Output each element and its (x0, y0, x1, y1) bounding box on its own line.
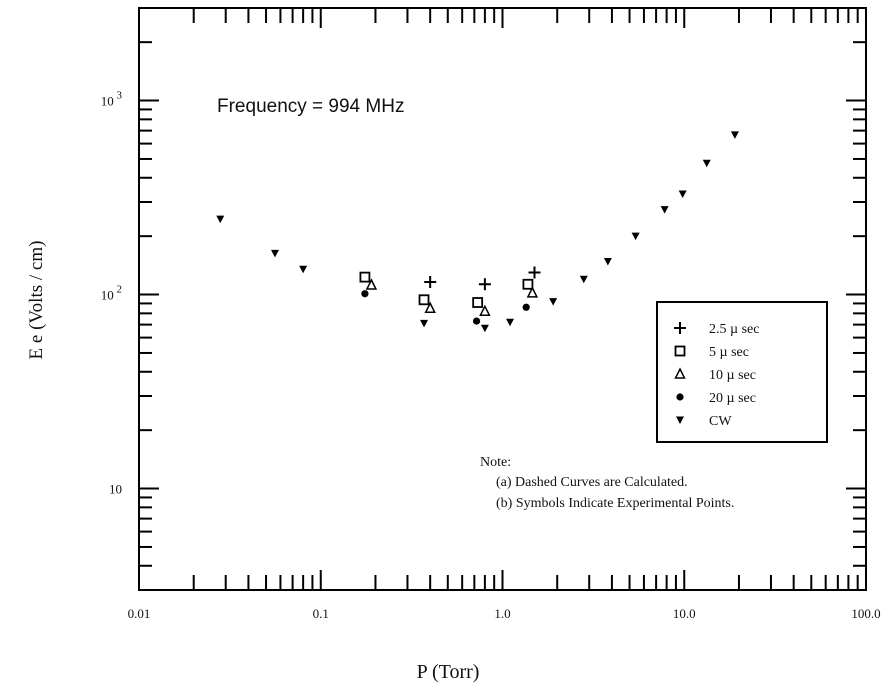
legend-marker-triangle (674, 367, 686, 379)
point-plus (528, 266, 541, 279)
point-tri-down (579, 275, 588, 284)
legend-label: 2.5 µ sec (709, 322, 759, 337)
point-triangle (526, 286, 539, 298)
point-tri-down (730, 131, 739, 139)
axis-ticks (139, 7, 866, 591)
legend-label: 20 µ sec (709, 391, 756, 406)
legend-marker-plus (674, 322, 686, 334)
data-points (216, 131, 739, 333)
legend-label: 10 µ sec (709, 368, 756, 383)
point-tri-down (299, 265, 308, 274)
point-tri-down (506, 318, 515, 327)
point-square (522, 278, 534, 290)
y-axis-label: E e (Volts / cm) (26, 241, 47, 360)
x-tick-labels: 0.01 0.1 1.0 10.0 100.0 (128, 606, 881, 621)
point-tri-down (420, 319, 429, 328)
notes-line-b: (b) Symbols Indicate Experimental Points… (496, 496, 734, 511)
x-axis-label: P (Torr) (417, 661, 480, 683)
x-tick-label: 1.0 (494, 606, 510, 621)
legend: 2.5 µ sec 5 µ sec 10 µ sec 20 µ sec CW (656, 301, 828, 443)
plot-frame (138, 7, 867, 591)
x-tick-label: 0.1 (313, 606, 329, 621)
point-triangle (479, 304, 491, 317)
notes: Note: (a) Dashed Curves are Calculated. … (480, 455, 734, 511)
annotation-frequency: Frequency = 994 MHz (217, 96, 404, 117)
point-tri-down (660, 206, 669, 214)
point-tri-down (631, 232, 640, 241)
point-square (359, 271, 371, 283)
point-plus (424, 276, 437, 289)
x-tick-label: 0.01 (128, 606, 151, 621)
notes-heading: Note: (480, 455, 511, 470)
legend-label: CW (709, 414, 732, 429)
point-tri-down (702, 159, 711, 168)
y-tick-label: 10 (109, 482, 122, 497)
point-tri-down (603, 258, 612, 266)
point-triangle (424, 301, 436, 314)
point-plus (478, 278, 491, 291)
legend-items: 2.5 µ sec 5 µ sec 10 µ sec 20 µ sec CW (674, 322, 759, 429)
point-tri-down (216, 215, 225, 224)
y-tick-labels: 10 10 2 10 3 (101, 90, 123, 497)
y-tick-label: 10 3 (101, 90, 123, 109)
point-square (472, 297, 484, 308)
x-tick-label: 10.0 (673, 606, 696, 621)
point-triangle (365, 278, 378, 290)
point-circle (522, 303, 530, 311)
point-tri-down (480, 324, 489, 333)
x-tick-label: 100.0 (851, 606, 880, 621)
legend-marker-square (674, 345, 686, 357)
point-tri-down (549, 298, 558, 306)
y-tick-label: 10 2 (101, 284, 122, 303)
point-tri-down (678, 190, 687, 198)
point-circle (361, 290, 369, 298)
point-square (418, 294, 430, 306)
legend-box (656, 301, 828, 443)
legend-marker-circle (676, 393, 684, 401)
legend-label: 5 µ sec (709, 345, 749, 360)
notes-line-a: (a) Dashed Curves are Calculated. (496, 475, 688, 490)
point-tri-down (270, 249, 279, 258)
point-circle (472, 317, 481, 325)
legend-marker-tri-down (676, 416, 684, 424)
